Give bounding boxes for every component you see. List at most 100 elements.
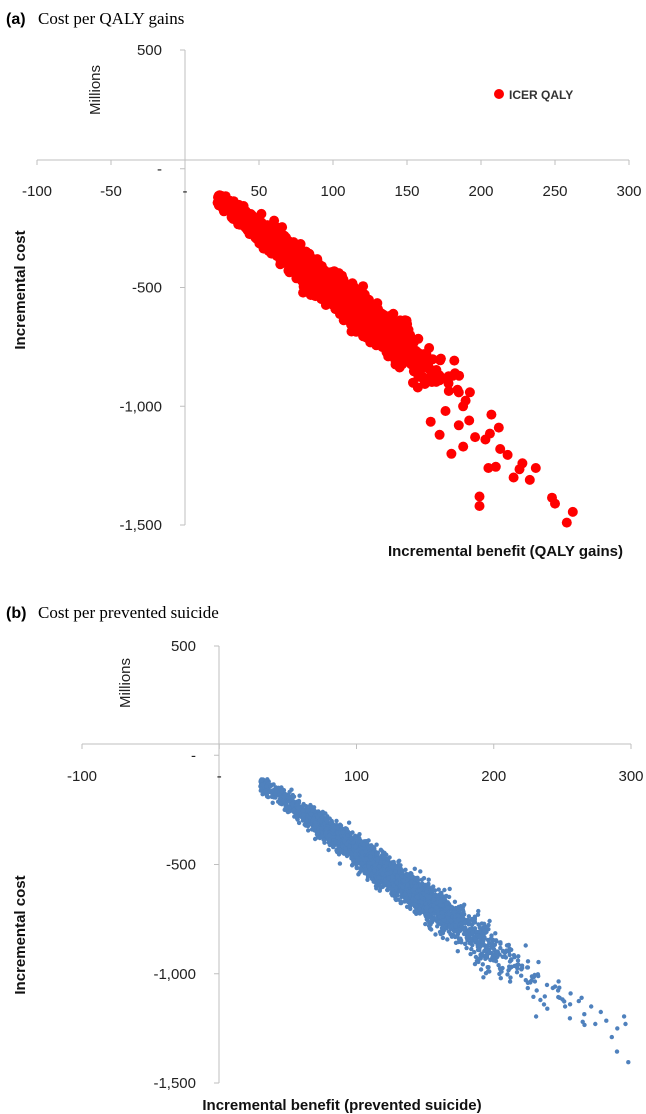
- data-point: [449, 355, 460, 366]
- legend-marker-icon: [494, 89, 504, 99]
- data-point: [363, 324, 374, 335]
- data-point: [440, 935, 446, 941]
- data-point: [503, 955, 509, 960]
- data-point: [397, 858, 402, 863]
- data-point: [561, 517, 572, 528]
- data-point: [542, 994, 547, 999]
- panel-b-letter: (b): [6, 605, 26, 622]
- data-point: [536, 959, 541, 965]
- data-point: [362, 299, 373, 310]
- panel-a-scatter-chart: (a) Cost per QALY gains Millions Increme…: [6, 9, 642, 560]
- panel-a-points: [212, 190, 578, 528]
- panel-b-points: [258, 777, 631, 1065]
- data-point: [508, 975, 513, 980]
- data-point: [485, 965, 490, 970]
- panel-a-x-axis-title: Incremental benefit (QALY gains): [388, 543, 623, 560]
- y-tick-label: -1,500: [119, 517, 162, 534]
- data-point: [550, 498, 560, 509]
- data-point: [556, 979, 561, 984]
- data-point: [440, 406, 451, 416]
- data-point: [555, 988, 561, 993]
- data-point: [476, 908, 481, 914]
- x-tick-label: 250: [542, 183, 567, 200]
- data-point: [402, 354, 413, 365]
- data-point: [508, 472, 519, 483]
- data-point: [378, 324, 389, 335]
- data-point: [298, 263, 309, 274]
- data-point: [290, 268, 301, 279]
- data-point: [498, 976, 503, 981]
- data-point: [486, 409, 497, 420]
- data-point: [486, 922, 491, 928]
- panel-a-legend: ICER QALY: [494, 88, 573, 102]
- data-point: [350, 317, 361, 328]
- data-point: [470, 432, 481, 443]
- data-point: [423, 921, 428, 927]
- data-point: [525, 985, 530, 991]
- data-point: [462, 941, 468, 947]
- data-point: [458, 441, 469, 452]
- data-point: [446, 448, 457, 459]
- data-point: [524, 474, 535, 485]
- legend-label: ICER QALY: [509, 88, 573, 102]
- y-tick-label: -1,000: [119, 398, 162, 415]
- data-point: [452, 384, 463, 395]
- data-point: [346, 820, 352, 825]
- data-point: [316, 293, 327, 304]
- panel-a-unit-label: Millions: [87, 65, 104, 115]
- data-point: [460, 395, 471, 406]
- panel-a-letter: (a): [6, 11, 26, 28]
- data-point: [461, 911, 466, 916]
- data-point: [480, 434, 491, 445]
- data-point: [263, 237, 274, 248]
- data-point: [447, 886, 452, 892]
- panel-b-unit-label: Millions: [117, 658, 134, 708]
- y-tick-label: 500: [137, 42, 162, 59]
- data-point: [306, 828, 311, 833]
- data-point: [217, 194, 228, 205]
- data-point: [426, 877, 431, 882]
- data-point: [541, 1002, 547, 1007]
- data-point: [315, 264, 326, 275]
- data-point: [323, 278, 334, 289]
- y-tick-label: -: [157, 161, 162, 178]
- data-point: [227, 199, 238, 210]
- data-point: [300, 804, 305, 809]
- data-point: [495, 444, 506, 454]
- data-point: [391, 334, 402, 345]
- panel-a-axes: [36, 49, 630, 526]
- data-point: [435, 924, 440, 929]
- data-point: [334, 305, 345, 316]
- data-point: [247, 220, 258, 231]
- data-point: [453, 420, 464, 431]
- data-point: [443, 386, 454, 396]
- x-tick-label: 50: [251, 183, 268, 200]
- data-point: [435, 353, 446, 364]
- data-point: [490, 461, 501, 472]
- data-point: [519, 973, 524, 978]
- data-point: [464, 415, 475, 426]
- panel-b-x-axis-title: Incremental benefit (prevented suicide): [202, 1097, 481, 1114]
- data-point: [433, 932, 438, 937]
- data-point: [448, 931, 453, 937]
- data-point: [466, 914, 472, 919]
- data-point: [434, 375, 445, 386]
- data-point: [356, 872, 361, 877]
- data-point: [464, 945, 469, 951]
- data-point: [530, 463, 541, 473]
- data-point: [292, 252, 303, 263]
- data-point: [369, 313, 380, 324]
- x-tick-label: 100: [320, 183, 345, 200]
- data-point: [418, 869, 423, 874]
- x-tick-label: 150: [394, 183, 419, 200]
- x-tick-label: -50: [100, 183, 122, 200]
- x-tick-label: 200: [468, 183, 493, 200]
- data-point: [405, 336, 416, 347]
- data-point: [425, 416, 436, 427]
- data-point: [445, 937, 450, 942]
- data-point: [493, 931, 498, 936]
- x-tick-label: -100: [22, 183, 52, 200]
- data-point: [507, 952, 512, 958]
- data-point: [567, 506, 578, 517]
